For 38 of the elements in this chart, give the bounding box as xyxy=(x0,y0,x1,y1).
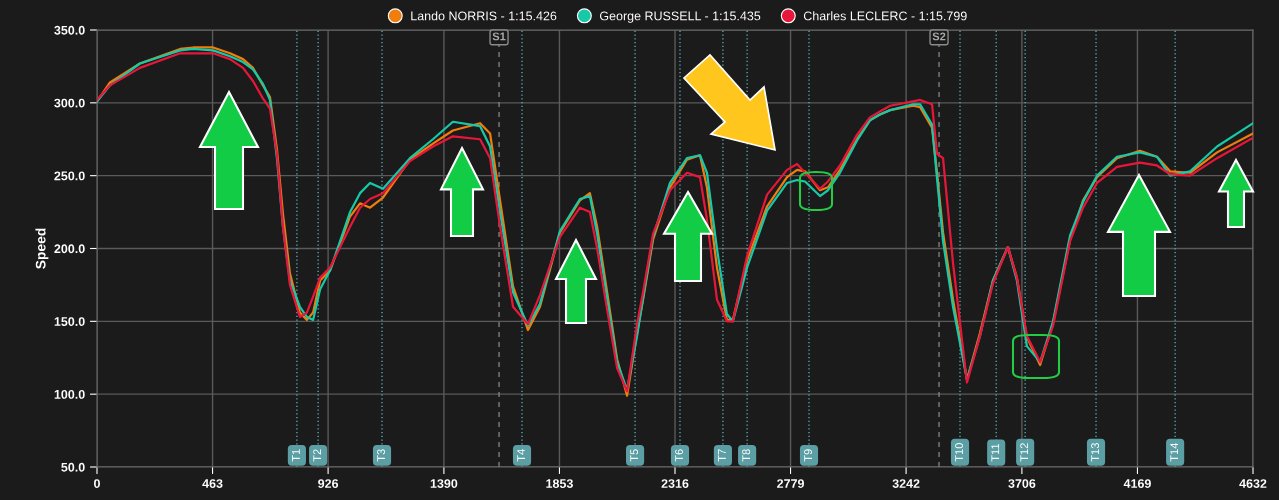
ref-line-label: T8 xyxy=(742,449,751,462)
ref-line-label: T10 xyxy=(955,443,963,462)
x-tick-label: 2316 xyxy=(661,479,689,488)
x-tick-label: 3242 xyxy=(892,479,920,488)
y-tick-label: 50.0 xyxy=(61,462,85,472)
ref-line-label: T9 xyxy=(804,449,812,462)
x-tick-label: 4169 xyxy=(1123,479,1151,488)
ref-line-label: T6 xyxy=(675,449,683,462)
y-tick-label: 200.0 xyxy=(54,244,85,254)
ref-line-label: T11 xyxy=(991,443,1000,462)
y-tick-label: 350.0 xyxy=(54,25,85,35)
ref-line-label: T5 xyxy=(630,449,639,462)
ref-line-label: T7 xyxy=(718,449,726,462)
x-tick-label: 1390 xyxy=(430,479,458,488)
x-tick-label: 1853 xyxy=(546,479,573,488)
ref-line-label: T13 xyxy=(1091,443,1099,462)
y-tick-label: 150.0 xyxy=(54,317,85,326)
ref-line-label: S2 xyxy=(932,32,946,41)
ref-line-label: T12 xyxy=(1020,443,1029,462)
y-tick-label: 100.0 xyxy=(54,389,85,399)
ref-line-label: T2 xyxy=(313,449,321,462)
legend-label: Lando NORRIS - 1:15.426 xyxy=(411,11,557,21)
ref-line-label: T4 xyxy=(517,449,525,462)
x-tick-label: 3706 xyxy=(1008,479,1036,488)
y-tick-label: 300.0 xyxy=(54,98,85,108)
ref-line-label: T1 xyxy=(292,449,300,462)
ref-line-label: S1 xyxy=(492,32,506,41)
y-axis-title: Speed xyxy=(35,228,49,269)
ref-line-label: T3 xyxy=(377,449,385,462)
y-tick-label: 250.0 xyxy=(54,171,85,181)
legend-label: Charles LECLERC - 1:15.799 xyxy=(803,11,967,21)
x-tick-label: 463 xyxy=(202,479,223,488)
x-tick-label: 0 xyxy=(94,479,100,488)
legend-label: George RUSSELL - 1:15.435 xyxy=(599,11,761,23)
x-tick-label: 2779 xyxy=(777,479,804,488)
x-tick-label: 926 xyxy=(318,479,339,488)
x-tick-label: 4632 xyxy=(1239,479,1267,488)
ref-line-label: T14 xyxy=(1170,442,1179,462)
